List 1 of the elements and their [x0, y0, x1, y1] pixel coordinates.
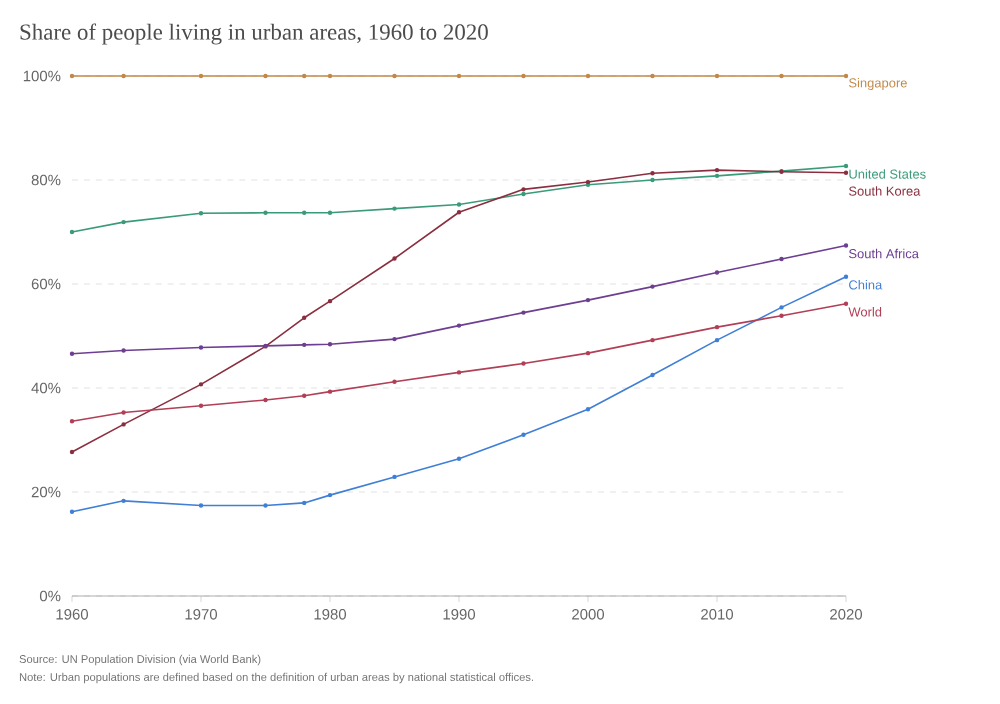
chart-title: Share of people living in urban areas, 1960 to 2020: [20, 23, 488, 45]
